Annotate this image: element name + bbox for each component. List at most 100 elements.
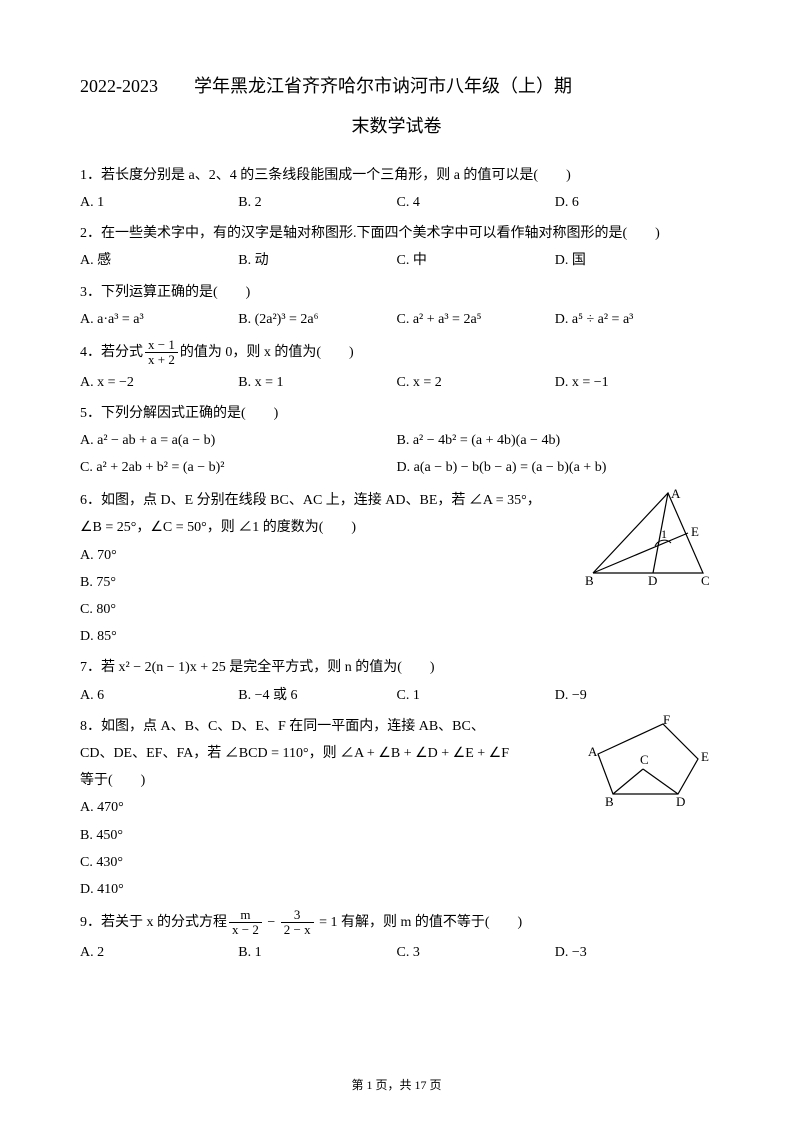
q8-label-e: E bbox=[701, 749, 709, 764]
q1-opt-b: B. 2 bbox=[238, 190, 396, 215]
question-3: 3．下列运算正确的是( ) A. a·a³ = a³ B. (2a²)³ = 2… bbox=[80, 280, 713, 332]
q9-mid: − bbox=[264, 915, 279, 930]
q6-opt-c: C. 80° bbox=[80, 597, 713, 622]
q8-label-b: B bbox=[605, 794, 614, 809]
q8-num: 8． bbox=[80, 719, 101, 734]
q1-opt-c: C. 4 bbox=[397, 190, 555, 215]
q1-options: A. 1 B. 2 C. 4 D. 6 bbox=[80, 190, 713, 215]
q1-stem: 若长度分别是 a、2、4 的三条线段能围成一个三角形，则 a 的值可以是( ) bbox=[101, 168, 571, 183]
q9-opt-c: C. 3 bbox=[397, 940, 555, 965]
q5-num: 5． bbox=[80, 406, 101, 421]
q8-label-c: C bbox=[640, 752, 649, 767]
title-line-1: 2022-2023 学年黑龙江省齐齐哈尔市讷河市八年级（上）期 bbox=[80, 70, 713, 102]
q9-opt-b: B. 1 bbox=[238, 940, 396, 965]
q9-stem-post: = 1 有解，则 m 的值不等于( ) bbox=[316, 915, 523, 930]
q8-label-d: D bbox=[676, 794, 685, 809]
q8-opt-b: B. 450° bbox=[80, 823, 713, 848]
q6-opt-d: D. 85° bbox=[80, 624, 713, 649]
q2-opt-b: B. 动 bbox=[238, 248, 396, 273]
q8-opt-c: C. 430° bbox=[80, 850, 713, 875]
q8-figure: A B C D E F bbox=[583, 714, 713, 809]
question-7: 7．若 x² − 2(n − 1)x + 25 是完全平方式，则 n 的值为( … bbox=[80, 655, 713, 707]
q1-opt-a: A. 1 bbox=[80, 190, 238, 215]
q4-fraction: x − 1x + 2 bbox=[145, 338, 178, 368]
q9-frac2: 32 − x bbox=[281, 908, 314, 938]
q5-opt-d: D. a(a − b) − b(b − a) = (a − b)(a + b) bbox=[397, 455, 714, 480]
q8-stem-l2: CD、DE、EF、FA，若 ∠BCD = 110°，则 ∠A + ∠B + ∠D… bbox=[80, 741, 573, 766]
q2-opt-a: A. 感 bbox=[80, 248, 238, 273]
q8-stem-l1: 如图，点 A、B、C、D、E、F 在同一平面内，连接 AB、BC、 bbox=[101, 719, 485, 734]
q8-label-f: F bbox=[663, 714, 670, 727]
q9-num: 9． bbox=[80, 915, 101, 930]
q7-num: 7． bbox=[80, 660, 101, 675]
q5-opt-b: B. a² − 4b² = (a + 4b)(a − 4b) bbox=[397, 428, 714, 453]
q8-stem-l3: 等于( ) bbox=[80, 768, 573, 793]
q6-label-1: 1 bbox=[661, 527, 667, 541]
q8-opt-d: D. 410° bbox=[80, 877, 713, 902]
q3-opt-a: A. a·a³ = a³ bbox=[80, 307, 238, 332]
q4-frac-num: x − 1 bbox=[145, 338, 178, 353]
q7-opt-d: D. −9 bbox=[555, 683, 713, 708]
page-footer: 第 1 页，共 17 页 bbox=[0, 1075, 793, 1097]
q2-num: 2． bbox=[80, 226, 101, 241]
q9-frac2-den: 2 − x bbox=[281, 923, 314, 937]
title-line-2: 末数学试卷 bbox=[80, 110, 713, 142]
q6-label-d: D bbox=[648, 573, 657, 588]
q2-opt-c: C. 中 bbox=[397, 248, 555, 273]
q9-frac2-num: 3 bbox=[281, 908, 314, 923]
q9-opt-d: D. −3 bbox=[555, 940, 713, 965]
q4-stem-pre: 若分式 bbox=[101, 345, 143, 360]
q8-label-a: A bbox=[588, 744, 598, 759]
q2-stem: 在一些美术字中，有的汉字是轴对称图形.下面四个美术字中可以看作轴对称图形的是( … bbox=[101, 226, 660, 241]
q4-opt-c: C. x = 2 bbox=[397, 370, 555, 395]
q7-opt-a: A. 6 bbox=[80, 683, 238, 708]
q9-stem-pre: 若关于 x 的分式方程 bbox=[101, 915, 227, 930]
question-1: 1．若长度分别是 a、2、4 的三条线段能围成一个三角形，则 a 的值可以是( … bbox=[80, 163, 713, 215]
q9-options: A. 2 B. 1 C. 3 D. −3 bbox=[80, 940, 713, 965]
q6-label-a: A bbox=[671, 488, 681, 501]
q4-opt-a: A. x = −2 bbox=[80, 370, 238, 395]
question-5: 5．下列分解因式正确的是( ) A. a² − ab + a = a(a − b… bbox=[80, 401, 713, 483]
q3-options: A. a·a³ = a³ B. (2a²)³ = 2a⁶ C. a² + a³ … bbox=[80, 307, 713, 332]
q7-opt-b: B. −4 或 6 bbox=[238, 683, 396, 708]
q3-num: 3． bbox=[80, 285, 101, 300]
q4-num: 4． bbox=[80, 345, 101, 360]
q2-options: A. 感 B. 动 C. 中 D. 国 bbox=[80, 248, 713, 273]
q1-num: 1． bbox=[80, 168, 101, 183]
q6-stem-l1: 如图，点 D、E 分别在线段 BC、AC 上，连接 AD、BE，若 ∠A = 3… bbox=[101, 493, 541, 508]
question-2: 2．在一些美术字中，有的汉字是轴对称图形.下面四个美术字中可以看作轴对称图形的是… bbox=[80, 221, 713, 273]
q6-label-b: B bbox=[585, 573, 594, 588]
q3-stem: 下列运算正确的是( ) bbox=[101, 285, 250, 300]
q9-frac1-num: m bbox=[229, 908, 262, 923]
q5-stem: 下列分解因式正确的是( ) bbox=[101, 406, 278, 421]
q4-opt-b: B. x = 1 bbox=[238, 370, 396, 395]
q5-opt-a: A. a² − ab + a = a(a − b) bbox=[80, 428, 397, 453]
q7-opt-c: C. 1 bbox=[397, 683, 555, 708]
question-6: A B C D E 1 6．如图，点 D、E 分别在线段 BC、AC 上，连接 … bbox=[80, 488, 713, 649]
question-4: 4．若分式x − 1x + 2的值为 0，则 x 的值为( ) A. x = −… bbox=[80, 338, 713, 395]
q4-options: A. x = −2 B. x = 1 C. x = 2 D. x = −1 bbox=[80, 370, 713, 395]
q8-options: A. 470° B. 450° C. 430° D. 410° bbox=[80, 795, 713, 902]
q6-label-e: E bbox=[691, 524, 699, 539]
q4-stem-post: 的值为 0，则 x 的值为( ) bbox=[180, 345, 354, 360]
question-8: A B C D E F 8．如图，点 A、B、C、D、E、F 在同一平面内，连接… bbox=[80, 714, 713, 902]
q2-opt-d: D. 国 bbox=[555, 248, 713, 273]
q5-options: A. a² − ab + a = a(a − b) B. a² − 4b² = … bbox=[80, 428, 713, 482]
q1-opt-d: D. 6 bbox=[555, 190, 713, 215]
q9-opt-a: A. 2 bbox=[80, 940, 238, 965]
q7-options: A. 6 B. −4 或 6 C. 1 D. −9 bbox=[80, 683, 713, 708]
q4-frac-den: x + 2 bbox=[145, 353, 178, 367]
q6-label-c: C bbox=[701, 573, 710, 588]
q6-figure: A B C D E 1 bbox=[583, 488, 713, 588]
q3-opt-c: C. a² + a³ = 2a⁵ bbox=[397, 307, 555, 332]
q3-opt-d: D. a⁵ ÷ a² = a³ bbox=[555, 307, 713, 332]
q9-frac1: mx − 2 bbox=[229, 908, 262, 938]
q9-frac1-den: x − 2 bbox=[229, 923, 262, 937]
q6-num: 6． bbox=[80, 493, 101, 508]
q5-opt-c: C. a² + 2ab + b² = (a − b)² bbox=[80, 455, 397, 480]
q3-opt-b: B. (2a²)³ = 2a⁶ bbox=[238, 307, 396, 332]
q7-stem: 若 x² − 2(n − 1)x + 25 是完全平方式，则 n 的值为( ) bbox=[101, 660, 435, 675]
q4-opt-d: D. x = −1 bbox=[555, 370, 713, 395]
q6-stem-l2: ∠B = 25°，∠C = 50°，则 ∠1 的度数为( ) bbox=[80, 515, 573, 540]
question-9: 9．若关于 x 的分式方程mx − 2 − 32 − x = 1 有解，则 m … bbox=[80, 908, 713, 965]
